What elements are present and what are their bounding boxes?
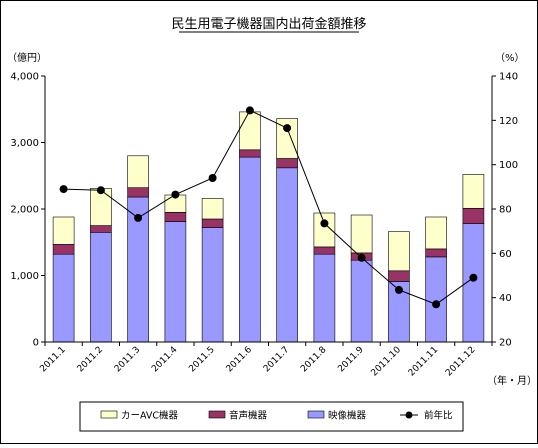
category-label-5: 2011.5: [187, 345, 216, 374]
bar-segment-3-9: [350, 214, 373, 254]
right-tick-label-6: 120: [499, 116, 518, 127]
left-tick-label-2: 1,000: [10, 271, 39, 282]
right-tick-label-1: 20: [499, 338, 512, 349]
legend-swatch-2: [208, 410, 226, 419]
bar-segment-3-6: [239, 111, 261, 151]
bar-segment-3-3: [127, 155, 149, 189]
legend-box: [79, 401, 464, 432]
category-label-12: 2011.12: [444, 345, 477, 378]
category-label-4: 2011.4: [150, 345, 180, 375]
bar-segment-2-4: [164, 212, 187, 222]
yoy-point-1: [59, 185, 68, 194]
right-tick-label-3: 60: [499, 249, 512, 260]
yoy-point-2: [96, 186, 105, 195]
yoy-point-6: [245, 106, 254, 115]
bar-segment-2-1: [52, 243, 75, 255]
bar-segment-3-10: [388, 231, 410, 272]
bar-segment-2-12: [462, 208, 485, 224]
category-label-3: 2011.3: [113, 345, 142, 374]
bar-segment-2-3: [127, 187, 149, 198]
right-tick-label-7: 140: [499, 72, 518, 83]
left-tick-label-1: 0: [33, 338, 39, 349]
right-tick-label-4: 80: [499, 205, 512, 216]
right-axis-unit: （%）: [495, 52, 525, 64]
category-label-10: 2011.10: [370, 345, 404, 379]
yoy-point-5: [208, 174, 217, 182]
bar-segment-2-7: [276, 158, 298, 169]
category-label-7: 2011.7: [262, 345, 291, 374]
bar-segment-2-6: [239, 149, 261, 158]
yoy-point-4: [171, 190, 180, 199]
legend-label-2: 音声機器: [229, 410, 268, 422]
bar-segment-1-1: [52, 253, 75, 343]
bar-segment-3-12: [462, 174, 485, 209]
yoy-point-8: [320, 219, 329, 228]
yoy-point-12: [469, 273, 478, 282]
legend-label-3: 映像機器: [328, 410, 367, 422]
bar-segment-1-8: [313, 253, 336, 343]
bar-segment-1-9: [350, 259, 373, 343]
right-tick-label-5: 100: [499, 160, 518, 171]
legend: カーAVC機器 音声機器 映像機器 前年比: [79, 401, 464, 432]
category-labels: 2011.1 2011.2 2011.3 2011.4 2011.5 2011.6 2011…: [38, 345, 477, 379]
left-tick-label-4: 3,000: [10, 138, 39, 149]
yoy-point-10: [394, 285, 403, 294]
legend-label-4: 前年比: [424, 410, 453, 422]
category-label-8: 2011.8: [299, 345, 329, 375]
yoy-point-7: [283, 124, 292, 133]
legend-swatch-3: [307, 410, 325, 419]
bar-segment-1-2: [90, 232, 112, 343]
left-tick-label-3: 2,000: [10, 205, 39, 216]
bar-segment-2-10: [388, 270, 410, 282]
right-tick-label-2: 40: [499, 293, 512, 304]
category-label-11: 2011.11: [407, 345, 440, 378]
bar-segment-3-1: [52, 216, 75, 245]
legend-marker-4: [405, 411, 413, 419]
chart-title: 民生用電子機器国内出荷金額推移: [171, 16, 366, 32]
yoy-line-layer: [59, 106, 478, 309]
category-label-9: 2011.9: [336, 345, 366, 375]
bar-segment-2-2: [90, 225, 112, 233]
axes-layer: 0 1,000 2,000 3,000 4,000 20 40 60 80 100 120 140: [10, 72, 518, 349]
yoy-point-9: [357, 253, 366, 262]
bars-layer: [52, 111, 485, 343]
yoy-point-11: [432, 300, 441, 309]
category-label-6: 2011.6: [225, 345, 255, 375]
left-tick-label-5: 4,000: [10, 72, 39, 83]
bar-segment-2-8: [313, 246, 336, 255]
category-label-1: 2011.1: [38, 345, 67, 374]
category-label-2: 2011.2: [76, 345, 105, 374]
bar-segment-3-11: [425, 216, 447, 250]
left-axis-unit: （億円）: [7, 51, 47, 64]
bar-segment-2-11: [425, 248, 447, 258]
yoy-line: [63, 109, 474, 305]
yoy-point-3: [134, 213, 143, 222]
bar-segment-1-4: [164, 221, 187, 343]
legend-swatch-1: [100, 410, 118, 419]
bar-segment-1-7: [276, 167, 298, 343]
bar-segment-2-5: [201, 218, 224, 228]
x-axis-unit: （年・月）: [487, 374, 537, 387]
bar-segment-1-6: [239, 156, 261, 343]
bar-segment-1-5: [201, 227, 224, 343]
legend-label-1: カーAVC機器: [121, 410, 179, 422]
bar-segment-3-7: [276, 118, 298, 159]
bar-segment-3-8: [313, 212, 336, 248]
bar-segment-3-5: [201, 198, 224, 220]
